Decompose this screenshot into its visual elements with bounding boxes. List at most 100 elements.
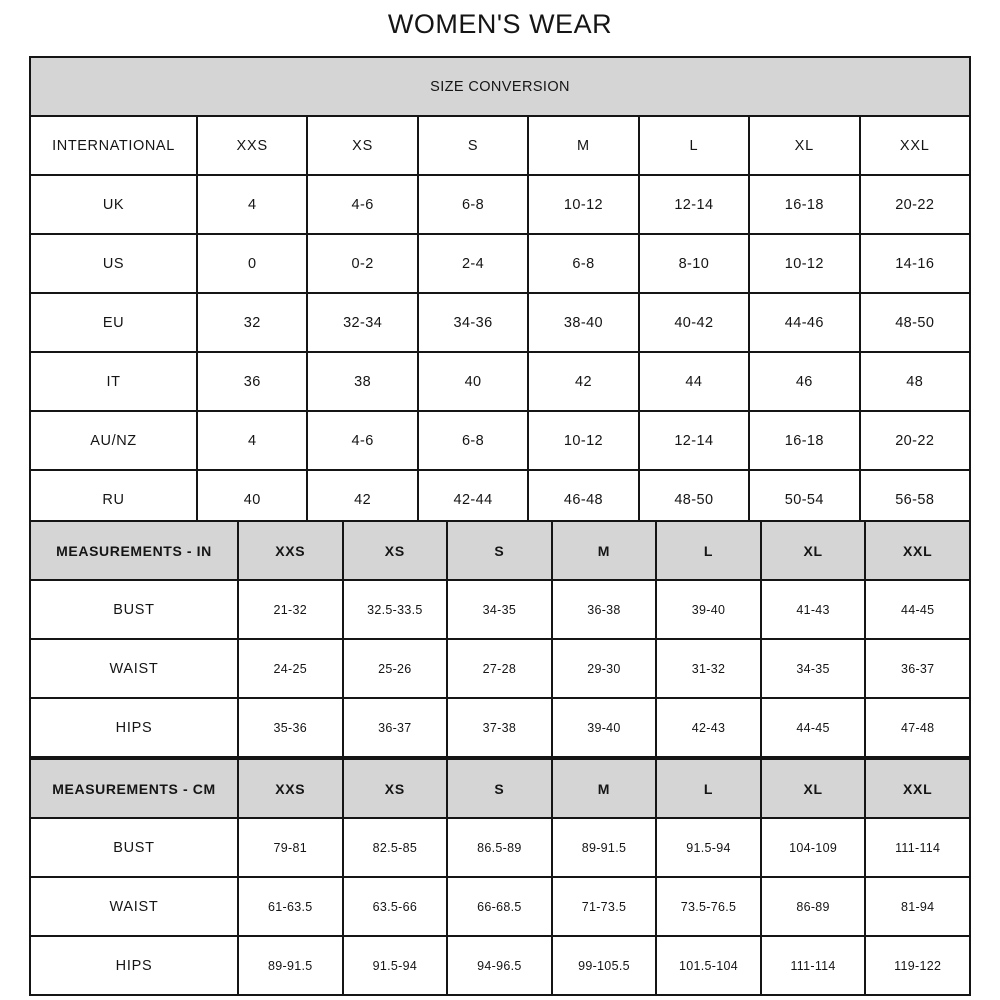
cell-cm-waist-xxs: 61-63.5 [237,876,344,937]
cell-in-bust-xxs: 21-32 [237,579,344,640]
table-row: BUST 79-81 82.5-85 86.5-89 89-91.5 91.5-… [29,817,971,878]
cell-it-xl: 46 [748,351,861,412]
cell-it-xs: 38 [306,351,419,412]
cell-aunz-xxs: 4 [195,410,309,471]
cell-uk-xl: 16-18 [748,174,861,235]
header-cell-cm-xl: XL [759,758,867,819]
cell-aunz-s: 6-8 [416,410,530,471]
cell-cm-bust-xxl: 111-114 [864,817,971,878]
header-cell-cm-xs: XS [341,758,449,819]
header-cell-in-xxs: XXS [237,520,344,581]
header-cell-in-s: S [446,520,553,581]
cell-in-hips-l: 42-43 [655,697,762,758]
cell-us-xl: 10-12 [748,233,861,294]
header-cell-m: M [527,115,640,176]
cell-in-waist-xxl: 36-37 [864,638,971,699]
cell-in-waist-xxs: 24-25 [237,638,344,699]
cell-in-bust-xs: 32.5-33.5 [341,579,449,640]
cell-ru-m: 46-48 [527,469,640,530]
measurements-in-table: MEASUREMENTS - IN XXS XS S M L XL XXL BU… [29,520,971,758]
cell-in-hips-xxs: 35-36 [237,697,344,758]
table-row: UK 4 4-6 6-8 10-12 12-14 16-18 20-22 [29,174,972,235]
header-cell-xs: XS [306,115,419,176]
cell-us-xxs: 0 [195,233,309,294]
table-row: WAIST 24-25 25-26 27-28 29-30 31-32 34-3… [29,638,971,699]
header-cell-xxs: XXS [195,115,309,176]
table-header-row: MEASUREMENTS - IN XXS XS S M L XL XXL [29,520,971,581]
row-label-aunz: AU/NZ [29,410,198,471]
cell-in-waist-xl: 34-35 [759,638,867,699]
row-label-cm-hips: HIPS [29,935,239,996]
table-row: WAIST 61-63.5 63.5-66 66-68.5 71-73.5 73… [29,876,971,937]
header-cell-in-xl: XL [759,520,867,581]
cell-cm-hips-xxl: 119-122 [864,935,971,996]
header-cell-l: L [637,115,751,176]
header-cell-cm-xxs: XXS [237,758,344,819]
header-cell-in-xxl: XXL [864,520,971,581]
header-cell-measurements-cm: MEASUREMENTS - CM [29,758,239,819]
size-conversion-banner: SIZE CONVERSION [29,56,971,117]
cell-cm-hips-s: 94-96.5 [446,935,553,996]
table-row: BUST 21-32 32.5-33.5 34-35 36-38 39-40 4… [29,579,971,640]
cell-ru-xxl: 56-58 [858,469,972,530]
cell-in-bust-s: 34-35 [446,579,553,640]
cell-ru-l: 48-50 [637,469,751,530]
header-cell-cm-s: S [446,758,553,819]
cell-in-bust-l: 39-40 [655,579,762,640]
header-cell-cm-m: M [550,758,658,819]
cell-cm-hips-l: 101.5-104 [655,935,762,996]
cell-in-hips-xs: 36-37 [341,697,449,758]
table-row: HIPS 35-36 36-37 37-38 39-40 42-43 44-45… [29,697,971,758]
header-cell-in-l: L [655,520,762,581]
cell-us-l: 8-10 [637,233,751,294]
cell-us-m: 6-8 [527,233,640,294]
header-cell-xxl: XXL [858,115,972,176]
header-cell-s: S [416,115,530,176]
cell-uk-m: 10-12 [527,174,640,235]
cell-it-m: 42 [527,351,640,412]
cell-cm-waist-s: 66-68.5 [446,876,553,937]
cell-cm-bust-xs: 82.5-85 [341,817,449,878]
table-row: US 0 0-2 2-4 6-8 8-10 10-12 14-16 [29,233,972,294]
cell-us-xxl: 14-16 [858,233,972,294]
cell-ru-xl: 50-54 [748,469,861,530]
header-cell-xl: XL [748,115,861,176]
table-row: HIPS 89-91.5 91.5-94 94-96.5 99-105.5 10… [29,935,971,996]
cell-in-waist-l: 31-32 [655,638,762,699]
cell-cm-bust-l: 91.5-94 [655,817,762,878]
cell-aunz-l: 12-14 [637,410,751,471]
cell-cm-hips-xxs: 89-91.5 [237,935,344,996]
cell-in-bust-xl: 41-43 [759,579,867,640]
cell-eu-xxl: 48-50 [858,292,972,353]
table-row: RU 40 42 42-44 46-48 48-50 50-54 56-58 [29,469,972,530]
cell-us-xs: 0-2 [306,233,419,294]
cell-in-waist-xs: 25-26 [341,638,449,699]
cell-eu-m: 38-40 [527,292,640,353]
cell-cm-bust-m: 89-91.5 [550,817,658,878]
cell-aunz-xxl: 20-22 [858,410,972,471]
cell-cm-waist-xs: 63.5-66 [341,876,449,937]
header-cell-international: INTERNATIONAL [29,115,198,176]
cell-cm-waist-m: 71-73.5 [550,876,658,937]
row-label-cm-bust: BUST [29,817,239,878]
cell-in-hips-xxl: 47-48 [864,697,971,758]
cell-cm-waist-l: 73.5-76.5 [655,876,762,937]
row-label-cm-waist: WAIST [29,876,239,937]
measurements-cm-table: MEASUREMENTS - CM XXS XS S M L XL XXL BU… [29,758,971,996]
cell-cm-waist-xl: 86-89 [759,876,867,937]
row-label-it: IT [29,351,198,412]
row-label-ru: RU [29,469,198,530]
row-label-uk: UK [29,174,198,235]
table-header-row: MEASUREMENTS - CM XXS XS S M L XL XXL [29,758,971,819]
header-cell-measurements-in: MEASUREMENTS - IN [29,520,239,581]
cell-eu-xl: 44-46 [748,292,861,353]
cell-in-hips-m: 39-40 [550,697,658,758]
cell-in-waist-m: 29-30 [550,638,658,699]
cell-eu-s: 34-36 [416,292,530,353]
cell-in-hips-s: 37-38 [446,697,553,758]
cell-cm-hips-m: 99-105.5 [550,935,658,996]
cell-uk-xxl: 20-22 [858,174,972,235]
cell-eu-xxs: 32 [195,292,309,353]
cell-cm-hips-xl: 111-114 [759,935,867,996]
